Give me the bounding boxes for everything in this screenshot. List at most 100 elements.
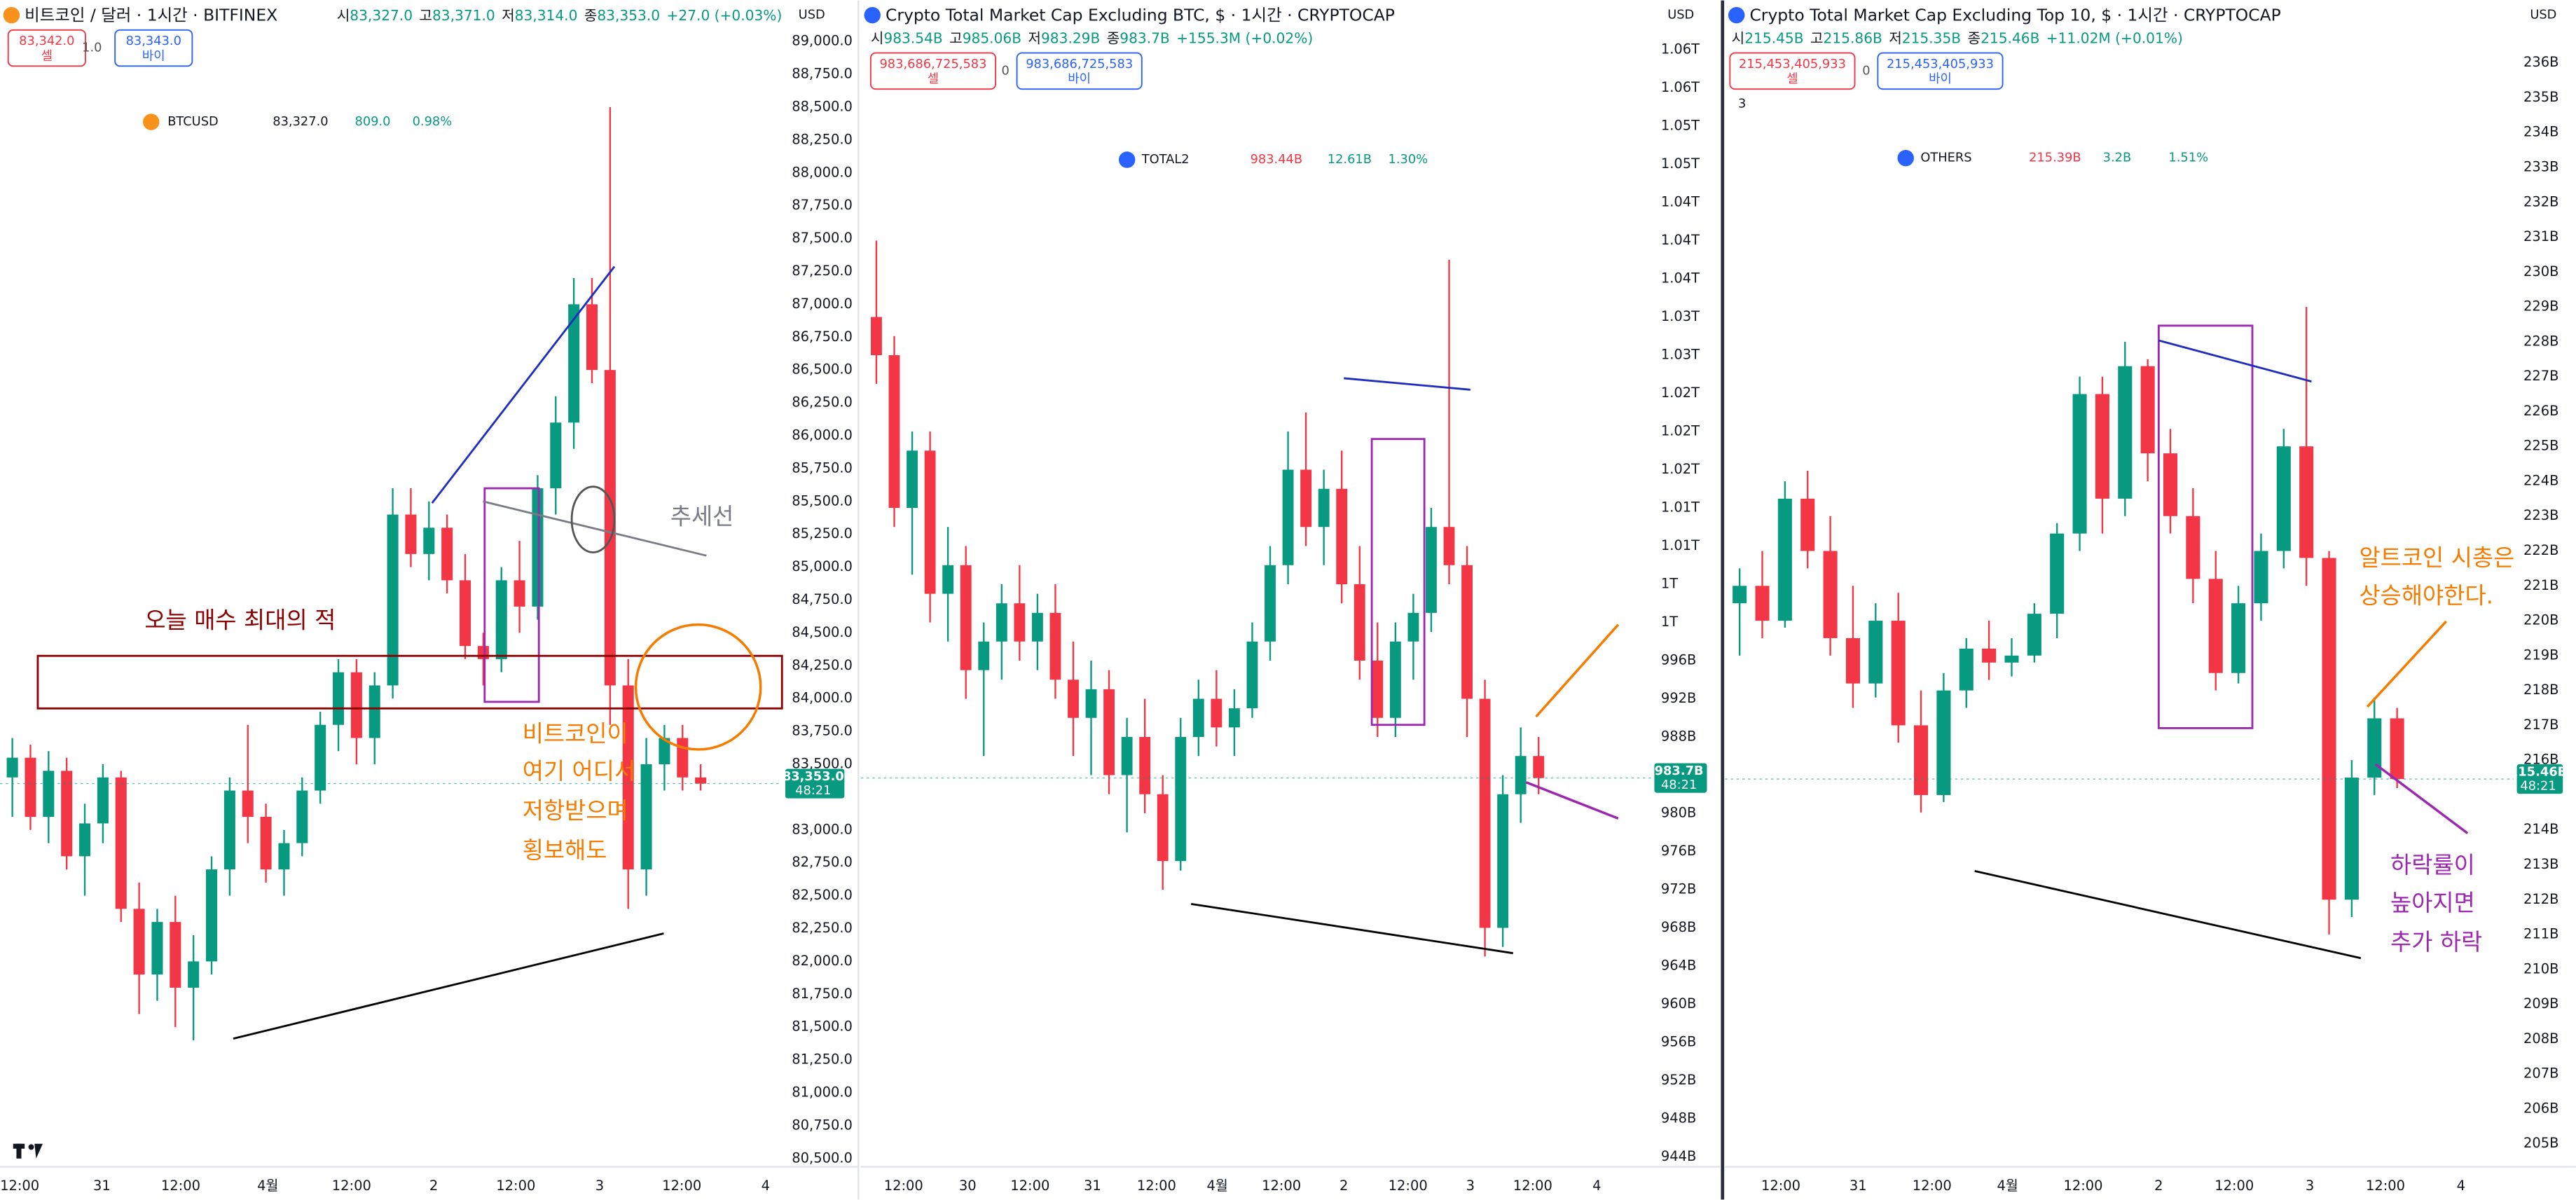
sell-price: 215,453,405,933 (1739, 57, 1846, 71)
y-tick-label: 968B (1661, 919, 1696, 935)
y-tick-label: 233B (2523, 158, 2558, 174)
sell-button[interactable] (869, 52, 997, 90)
candle-body (888, 355, 900, 509)
candle-body (1823, 551, 1838, 638)
candle-body (1868, 621, 1883, 684)
annotation: 하락률이 (2390, 852, 2475, 878)
candle-body (2050, 533, 2065, 614)
y-tick-label: 82,250.0 (792, 920, 853, 936)
buy-button[interactable] (1016, 52, 1143, 90)
x-tick-label: 12:00 (1262, 1178, 1301, 1194)
y-tick-label: 229B (2523, 298, 2558, 315)
candle-body (1049, 612, 1061, 680)
ohlc-value: 83,371.0 (432, 6, 495, 23)
buy-button[interactable] (1877, 52, 2004, 90)
x-tick-label: 2 (2154, 1178, 2163, 1194)
y-tick-label: 992B (1661, 690, 1696, 706)
candle-body (1533, 756, 1545, 778)
y-tick-label: 988B (1661, 729, 1696, 745)
candle-body (2208, 579, 2223, 673)
candle-body (1372, 661, 1384, 718)
candle-body (1497, 794, 1509, 928)
ohlc-key: 종 (1968, 29, 1981, 46)
candle-body (1426, 527, 1437, 613)
x-tick-label: 12:00 (2063, 1178, 2102, 1194)
y-tick-label: 1.04T (1661, 194, 1700, 210)
chart-panel: 236B 235B 234B 233B 232B 231B 230B 229B 228B 227B… (1725, 5, 2576, 1194)
candle-body (1515, 756, 1527, 794)
x-tick-label: 4월 (1997, 1178, 2018, 1194)
buy-label: 바이 (142, 48, 165, 63)
ohlc-value: 83,314.0 (515, 6, 578, 23)
candle-body (1959, 648, 1974, 691)
candle-body (2072, 394, 2087, 534)
y-tick-label: 83,500.0 (792, 756, 853, 772)
sell-button[interactable] (1729, 52, 1856, 90)
drawing-line (2158, 339, 2312, 382)
candle-body (1282, 469, 1294, 565)
buy-label: 바이 (1068, 71, 1091, 86)
candle-body (495, 580, 507, 659)
candle-body (586, 304, 598, 371)
y-tick-label: 88,750.0 (792, 66, 853, 82)
drawing-line (1190, 902, 1513, 955)
ohlc-key: 고 (1810, 29, 1824, 46)
candle-body (1914, 725, 1929, 795)
y-tick-label: 88,500.0 (792, 98, 853, 114)
drawing-line (2374, 763, 2469, 834)
y-tick-label: 1.02T (1661, 385, 1700, 401)
candle-body (2118, 366, 2133, 499)
price-label: 83,353.0 (783, 769, 844, 784)
x-tick-label: 12:00 (2366, 1178, 2405, 1194)
candle-body (1800, 498, 1815, 551)
ohlc-change: +155.3M (+0.02%) (1176, 29, 1313, 46)
candle-body (1389, 641, 1401, 718)
y-tick-label: 211B (2523, 926, 2558, 942)
sell-button[interactable] (7, 29, 86, 67)
candle-body (2367, 718, 2382, 778)
candle-body (1407, 612, 1419, 642)
chart-panel: 1.06T 1.06T 1.05T 1.05T 1.04T 1.04T 1.04T 1.03T… (860, 5, 1721, 1194)
y-tick-label: 1.05T (1661, 118, 1700, 134)
candle-body (151, 922, 163, 975)
y-tick-label: 87,250.0 (792, 263, 853, 279)
y-tick-label: 235B (2523, 89, 2558, 105)
candle-body (1068, 680, 1079, 718)
annotation: 추세선 (670, 504, 734, 530)
x-tick-label: 12:00 (1513, 1178, 1552, 1194)
price-label-box (1654, 763, 1707, 793)
y-tick-label: 86,750.0 (792, 329, 853, 345)
tv-logo (13, 1143, 43, 1159)
legend-value: 1.51% (2168, 151, 2208, 165)
ohlc-value: 983.7B (1120, 29, 1170, 46)
candle-body (1211, 698, 1222, 728)
y-tick-label: 964B (1661, 958, 1696, 974)
buy-button[interactable] (114, 29, 193, 67)
y-tick-label: 234B (2523, 124, 2558, 140)
candle-body (1157, 794, 1169, 862)
y-tick-label: 956B (1661, 1034, 1696, 1050)
collapse-toggle[interactable]: 3 (1738, 96, 1746, 111)
legend-value: 12.61B (1328, 152, 1372, 167)
price-countdown: 48:21 (2520, 779, 2556, 794)
candle-body (907, 450, 918, 509)
candle-body (1777, 498, 1792, 621)
y-tick-label: 87,750.0 (792, 197, 853, 213)
buy-price: 983,686,725,583 (1026, 57, 1133, 71)
candle-body (441, 527, 453, 581)
ohlc-line: 시983.54B 고985.06B 저983.29B 종983.7B +155.3M (… (871, 29, 1313, 46)
price-label: 215.46B (2509, 765, 2567, 780)
candle-body (223, 790, 235, 870)
annotation: 추가 하락 (2390, 929, 2482, 956)
y-tick-label: 226B (2523, 403, 2558, 419)
drawing-line (2366, 620, 2448, 708)
x-tick-label: 3 (595, 1178, 604, 1194)
candle-body (2231, 603, 2246, 673)
y-tick-label: 84,750.0 (792, 591, 853, 607)
x-tick-label: 4 (1592, 1178, 1601, 1194)
candle-body (550, 422, 562, 489)
candle-body (1891, 621, 1906, 726)
y-tick-label: 84,000.0 (792, 690, 853, 706)
y-tick-label: 209B (2523, 995, 2558, 1012)
